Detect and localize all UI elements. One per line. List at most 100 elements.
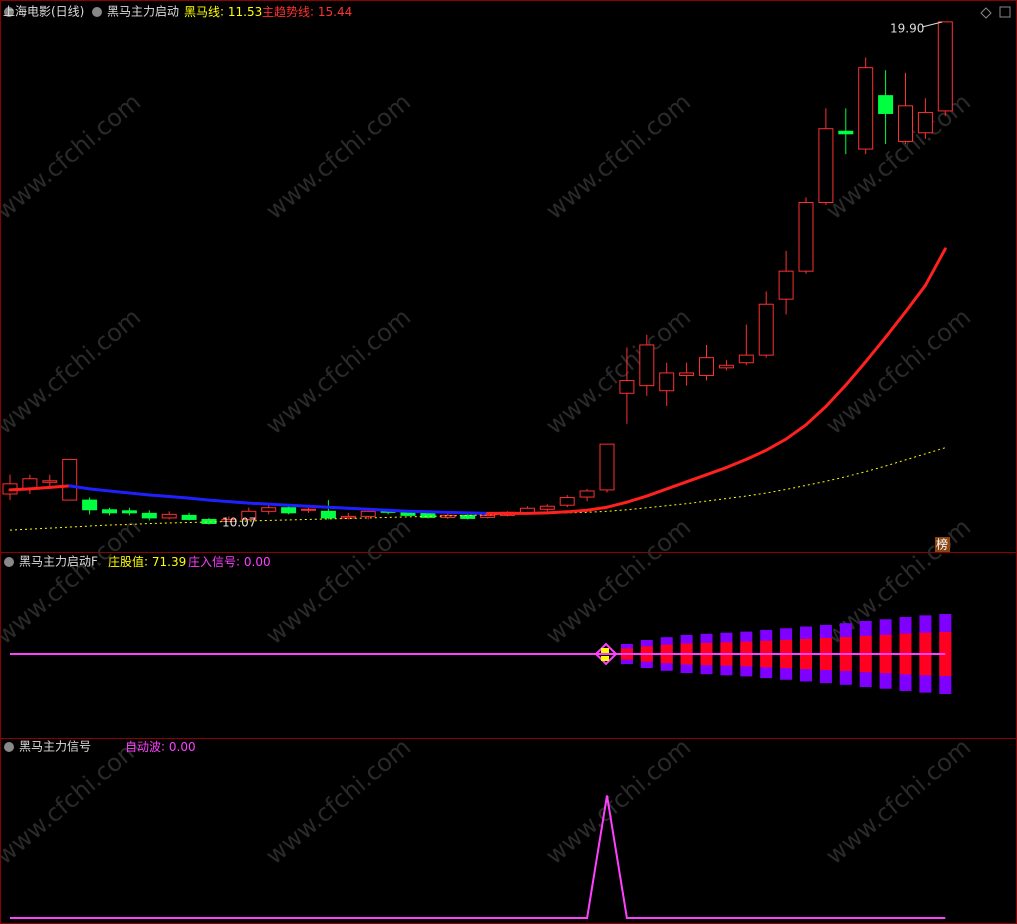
candle-body — [141, 512, 157, 519]
trend-segment — [108, 489, 131, 495]
legend-name: 自动波 — [125, 740, 161, 754]
trend-segment — [207, 498, 231, 504]
legend-name: 黑马线 — [184, 5, 220, 19]
panel-title: 黑马主力启动F — [19, 555, 98, 569]
candle-body — [619, 380, 635, 394]
legend-entry: 自动波: 0.00 — [125, 740, 196, 754]
trend-segment — [565, 508, 589, 514]
candle-body — [420, 512, 436, 518]
candle-body — [758, 303, 774, 356]
legend-entry: 庄股值: 71.39 — [108, 554, 186, 569]
trend-segment — [923, 247, 947, 287]
legend-name: 庄入信号 — [188, 554, 236, 569]
trend-segment — [68, 484, 92, 491]
trend-segment — [227, 500, 251, 505]
legend-name: 主趋势线 — [262, 5, 310, 19]
candle-body — [937, 21, 953, 112]
line-series — [9, 447, 946, 531]
candle-body — [718, 364, 734, 369]
trend-segment — [824, 383, 848, 408]
candle-body — [858, 67, 874, 150]
trend-segment — [187, 496, 211, 502]
trend-segment — [705, 466, 728, 477]
chart-title: 上海电影(日线) — [3, 4, 84, 19]
signal-panel — [10, 795, 946, 919]
trend-segment — [724, 457, 748, 470]
trend-segment — [585, 505, 609, 512]
trend-segment — [147, 493, 171, 499]
legend-name: 庄股值 — [108, 554, 144, 569]
trend-segment — [904, 283, 927, 314]
badge-bg[interactable] — [935, 537, 950, 552]
trend-segment — [685, 473, 708, 484]
legend-value: 0.00 — [244, 555, 271, 569]
candle-body — [281, 507, 297, 514]
trend-segment — [784, 423, 808, 441]
legend-entry: 主趋势线: 15.44 — [262, 5, 352, 19]
legend-entry: 庄入信号: 0.00 — [188, 554, 271, 569]
candle-body — [181, 514, 197, 520]
tool-icon[interactable] — [980, 7, 992, 19]
menu-icon[interactable] — [4, 7, 14, 17]
trend-segment — [844, 360, 868, 387]
trend-segment — [466, 511, 490, 515]
candle-body — [440, 514, 456, 518]
trend-segment — [406, 509, 430, 514]
trend-segment — [446, 510, 470, 515]
candle-body — [639, 344, 655, 387]
trend-segment — [247, 501, 271, 506]
candle-body — [818, 128, 834, 203]
trend-segment — [645, 487, 669, 498]
trend-segment — [545, 510, 569, 515]
candle-body — [340, 515, 356, 519]
high-pointer — [921, 21, 943, 28]
low-label: 10.07 — [222, 516, 256, 530]
candle-body — [62, 458, 78, 501]
legend-entry: 黑马线: 11.53 — [184, 5, 262, 19]
trend-segment — [625, 494, 649, 504]
trend-segment — [605, 500, 629, 509]
legend-value: 71.39 — [152, 555, 186, 569]
candle-body — [539, 505, 555, 510]
trend-segment — [287, 503, 310, 508]
legend-value: 11.53 — [228, 5, 262, 19]
badge[interactable]: 榜 — [936, 537, 948, 552]
trend-segment — [884, 310, 907, 339]
candle-body — [400, 512, 416, 516]
legend-value: 0.00 — [169, 740, 196, 754]
candle-body — [360, 510, 376, 517]
candle-body — [917, 111, 933, 134]
trend-segment — [525, 511, 549, 515]
menu-icon[interactable] — [4, 742, 14, 752]
candle-body — [838, 130, 854, 135]
signal-dot — [601, 656, 609, 661]
candle-body — [659, 372, 675, 392]
candle-body — [878, 95, 894, 114]
menu-icon[interactable] — [92, 7, 102, 17]
trend-segment — [426, 510, 450, 514]
candle-body — [221, 518, 237, 522]
indicator-name: 黑马主力启动 — [107, 5, 179, 19]
trend-segment — [267, 502, 291, 507]
trend-segment — [764, 437, 788, 452]
price-panel — [2, 21, 953, 531]
trend-segment — [665, 480, 689, 491]
candle-body — [82, 499, 98, 511]
trend-segment — [88, 487, 111, 493]
candle-body — [102, 509, 117, 514]
candle-body — [460, 514, 476, 519]
candle-body — [559, 497, 575, 506]
trend-segment — [167, 495, 191, 500]
candle-body — [301, 508, 316, 511]
trend-segment — [127, 491, 151, 497]
candle-body — [121, 510, 137, 514]
menu-icon[interactable] — [4, 557, 14, 567]
tool-icon[interactable] — [999, 6, 1011, 18]
candle-body — [320, 510, 336, 519]
candle-body — [898, 105, 913, 142]
trend-segment — [326, 505, 350, 510]
candle-body — [679, 372, 695, 376]
trend-segment — [346, 506, 370, 511]
